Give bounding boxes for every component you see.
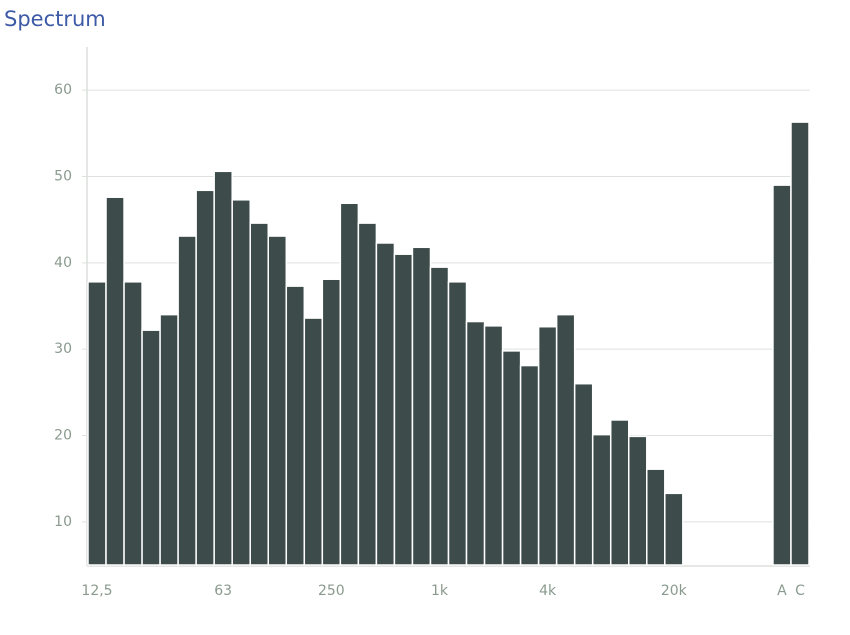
x-tick-label: 20k [661,583,688,599]
bar [141,329,161,566]
x-tick-label: 250 [318,583,345,599]
bar [628,435,648,566]
bar [447,281,468,566]
bar [267,235,288,566]
bar [285,285,306,566]
bar [501,350,522,566]
bar [339,202,360,566]
y-tick-label: 60 [54,82,72,98]
x-tick-label: 63 [214,583,232,599]
x-tick-label: A [777,583,787,599]
bar [231,199,251,566]
bar [465,320,486,566]
bar [555,313,576,566]
bar [159,313,179,566]
bar [483,325,504,566]
bar [609,419,630,566]
bar [429,266,450,566]
bar [249,222,270,566]
y-tick-label: 30 [54,341,72,357]
bar [411,246,432,566]
bar [123,281,143,566]
y-tick-label: 20 [54,428,72,444]
bar [87,281,107,566]
bar [646,468,666,566]
y-tick-label: 10 [54,514,72,530]
y-tick-label: 50 [54,169,72,185]
bar [321,278,342,566]
bar [105,196,125,566]
bar [357,222,378,566]
bar [195,189,215,566]
y-tick-label: 40 [54,255,72,271]
x-tick-label: 4k [539,583,557,599]
x-tick-label: 1k [431,583,449,599]
chart-title: Spectrum [4,7,106,31]
bar [664,492,684,566]
bar [519,364,540,566]
bar [375,242,396,566]
bar [303,317,324,566]
bar [537,325,558,566]
bar [573,382,594,566]
bar [177,235,197,566]
bar [591,433,612,566]
bar [790,121,810,566]
x-tick-label: C [795,583,805,599]
bar [772,184,792,566]
bar [213,170,233,566]
bar [393,253,414,566]
x-tick-label: 12,5 [81,583,112,599]
